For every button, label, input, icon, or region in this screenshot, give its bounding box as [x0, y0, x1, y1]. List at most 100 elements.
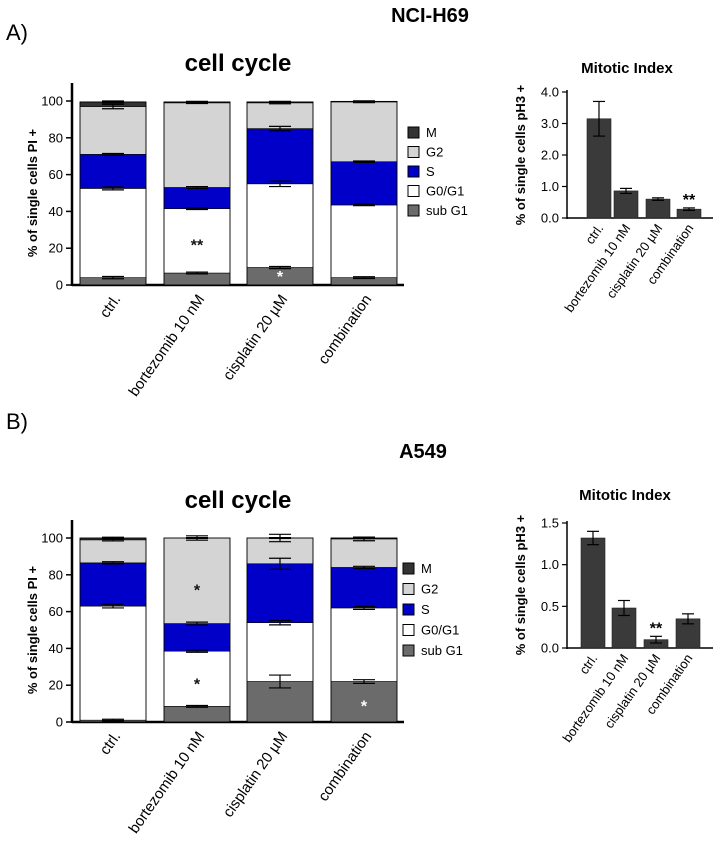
panel-b-mitotic-index-chart: 0.0 0.5 1.0 1.5 % of single cells pH3 + ctrl.… — [513, 514, 713, 745]
panel-b-cell-cycle-chart: 0 20 40 60 80 100 % of single cells PI + ctrl. b… — [25, 520, 463, 837]
a-cellcycle-x-label-ctrl: ctrl. — [96, 292, 124, 322]
a-cellcycle-bar-bortezomib-10-nm-sub-g1 — [163, 272, 231, 286]
a-mitotic-x-label-ctrl: ctrl. — [582, 221, 606, 247]
a-cellcycle-bar-ctrl-g0-g1 — [79, 188, 147, 278]
a-mitotic-bar-bortezomib-10-nm — [613, 190, 639, 219]
a-cellcycle-bar-ctrl-g2 — [79, 106, 147, 155]
b-cellcycle-legend-label-sub-g1: sub G1 — [421, 643, 463, 658]
b-cellcycle-y-tick-label: 80 — [49, 567, 63, 582]
a-cellcycle-legend-swatch-g2 — [407, 146, 420, 158]
b-cellcycle-y-tick-label: 0 — [56, 715, 63, 730]
a-cellcycle-legend-label-m: M — [426, 125, 437, 140]
b-cellcycle-x-label-cisplatin-20-m: cisplatin 20 µM — [220, 729, 291, 821]
b-cellcycle-significance-0: * — [194, 583, 201, 600]
a-cellcycle-bar-bortezomib-10-nm-g0-g1 — [163, 208, 231, 274]
a-cellcycle-bar-combination-g0-g1 — [330, 204, 398, 278]
b-cellcycle-bar-ctrl-s — [79, 562, 147, 607]
b-cellcycle-significance-1: * — [194, 676, 201, 693]
a-cellcycle-legend-swatch-s — [407, 165, 420, 178]
b-cellcycle-bar-cisplatin-20-m-s — [246, 563, 314, 623]
b-cellcycle-bar-combination-g2 — [330, 538, 398, 568]
b-cellcycle-x-label-bortezomib-10-nm: bortezomib 10 nM — [125, 729, 208, 837]
b-mitotic-significance-0: ** — [650, 620, 663, 637]
b-cellcycle-legend-swatch-g2 — [402, 583, 415, 595]
b-cellcycle-x-label-ctrl: ctrl. — [96, 729, 124, 759]
b-cellcycle-legend-label-s: S — [421, 602, 430, 617]
panel-a-cell-cycle-chart: 0 20 40 60 80 100 % of single cells PI + ctrl. b… — [25, 83, 468, 400]
panel-a-mitotic-title: Mitotic Index — [581, 60, 673, 77]
b-cellcycle-bar-bortezomib-10-nm-g2 — [163, 537, 231, 624]
b-cellcycle-y-tick-label: 20 — [49, 678, 63, 693]
b-cellcycle-legend-label-g0-g1: G0/G1 — [421, 623, 459, 638]
a-cellcycle-bar-bortezomib-10-nm-s — [163, 187, 231, 209]
a-cellcycle-legend-swatch-g0-g1 — [407, 185, 420, 197]
b-cellcycle-y-tick-label: 40 — [49, 641, 63, 656]
a-mitotic-y-tick-label: 3.0 — [541, 116, 559, 131]
panel-b-mitotic-title: Mitotic Index — [579, 487, 671, 504]
a-cellcycle-y-tick-label: 20 — [49, 241, 63, 256]
b-mitotic-y-tick-label: 1.0 — [541, 557, 559, 572]
a-cellcycle-legend-label-sub-g1: sub G1 — [426, 203, 468, 218]
b-mitotic-x-label-ctrl: ctrl. — [576, 651, 600, 677]
a-cellcycle-bar-combination-s — [330, 161, 398, 206]
panel-a-cell-cycle-title: cell cycle — [185, 50, 292, 77]
b-cellcycle-legend-swatch-m — [402, 562, 415, 575]
b-cellcycle-bar-combination-s — [330, 567, 398, 609]
b-cellcycle-legend-label-m: M — [421, 561, 432, 576]
b-cellcycle-y-axis-title: % of single cells PI + — [25, 565, 40, 694]
b-cellcycle-y-tick-label: 100 — [41, 531, 63, 546]
a-cellcycle-significance-1: * — [277, 269, 284, 286]
a-cellcycle-bar-cisplatin-20-m-g0-g1 — [246, 183, 314, 268]
a-cellcycle-y-tick-label: 80 — [49, 130, 63, 145]
b-mitotic-bar-ctrl — [580, 537, 606, 649]
a-cellcycle-y-tick-label: 100 — [41, 94, 63, 109]
b-mitotic-y-tick-label: 1.5 — [541, 516, 559, 531]
a-cellcycle-bar-cisplatin-20-m-s — [246, 128, 314, 185]
a-cellcycle-y-tick-label: 0 — [56, 278, 63, 293]
b-cellcycle-significance-2: * — [361, 698, 368, 715]
a-cellcycle-legend-label-g0-g1: G0/G1 — [426, 184, 464, 199]
a-cellcycle-x-label-combination: combination — [315, 292, 375, 368]
b-cellcycle-bar-ctrl-g0-g1 — [79, 605, 147, 721]
b-mitotic-y-axis-title: % of single cells pH3 + — [513, 514, 528, 655]
b-cellcycle-bar-bortezomib-10-nm-g0-g1 — [163, 650, 231, 707]
a-cellcycle-legend-label-g2: G2 — [426, 145, 443, 160]
b-cellcycle-bar-combination-g0-g1 — [330, 607, 398, 682]
b-cellcycle-y-tick-label: 60 — [49, 604, 63, 619]
a-cellcycle-legend-swatch-m — [407, 126, 420, 139]
a-cellcycle-bar-combination-g2 — [330, 101, 398, 163]
a-cellcycle-bar-ctrl-s — [79, 154, 147, 189]
a-mitotic-y-tick-label: 2.0 — [541, 148, 559, 163]
a-cellcycle-bar-cisplatin-20-m-g2 — [246, 102, 314, 129]
panel-b-cell-line: A549 — [399, 441, 447, 463]
a-mitotic-y-tick-label: 1.0 — [541, 179, 559, 194]
a-cellcycle-y-tick-label: 40 — [49, 204, 63, 219]
a-mitotic-bar-cisplatin-20-m — [645, 198, 671, 219]
a-mitotic-significance-0: ** — [683, 192, 696, 209]
b-cellcycle-legend-swatch-g0-g1 — [402, 624, 415, 636]
a-cellcycle-legend-swatch-sub-g1 — [407, 204, 420, 217]
a-cellcycle-y-axis-title: % of single cells PI + — [25, 128, 40, 257]
panel-a-label: A) — [6, 20, 28, 45]
panel-a-cell-line: NCI-H69 — [391, 5, 469, 27]
b-cellcycle-bar-bortezomib-10-nm-sub-g1 — [163, 706, 231, 723]
a-cellcycle-significance-0: ** — [191, 238, 204, 255]
a-mitotic-y-tick-label: 4.0 — [541, 85, 559, 100]
panel-b-cell-cycle-title: cell cycle — [185, 487, 292, 514]
b-mitotic-y-tick-label: 0.5 — [541, 599, 559, 614]
a-cellcycle-bar-bortezomib-10-nm-g2 — [163, 102, 231, 188]
b-cellcycle-x-label-combination: combination — [315, 729, 375, 805]
a-cellcycle-y-tick-label: 60 — [49, 167, 63, 182]
a-cellcycle-x-label-cisplatin-20-m: cisplatin 20 µM — [220, 292, 291, 384]
a-cellcycle-legend-label-s: S — [426, 164, 435, 179]
panel-b-label: B) — [6, 409, 28, 434]
b-cellcycle-legend-swatch-s — [402, 603, 415, 616]
b-cellcycle-legend-swatch-sub-g1 — [402, 644, 415, 657]
a-mitotic-y-tick-label: 0.0 — [541, 211, 559, 226]
b-cellcycle-bar-ctrl-g2 — [79, 539, 147, 564]
a-cellcycle-x-label-bortezomib-10-nm: bortezomib 10 nM — [125, 292, 208, 400]
b-cellcycle-legend-label-g2: G2 — [421, 582, 438, 597]
b-mitotic-y-tick-label: 0.0 — [541, 641, 559, 656]
b-cellcycle-bar-bortezomib-10-nm-s — [163, 623, 231, 652]
